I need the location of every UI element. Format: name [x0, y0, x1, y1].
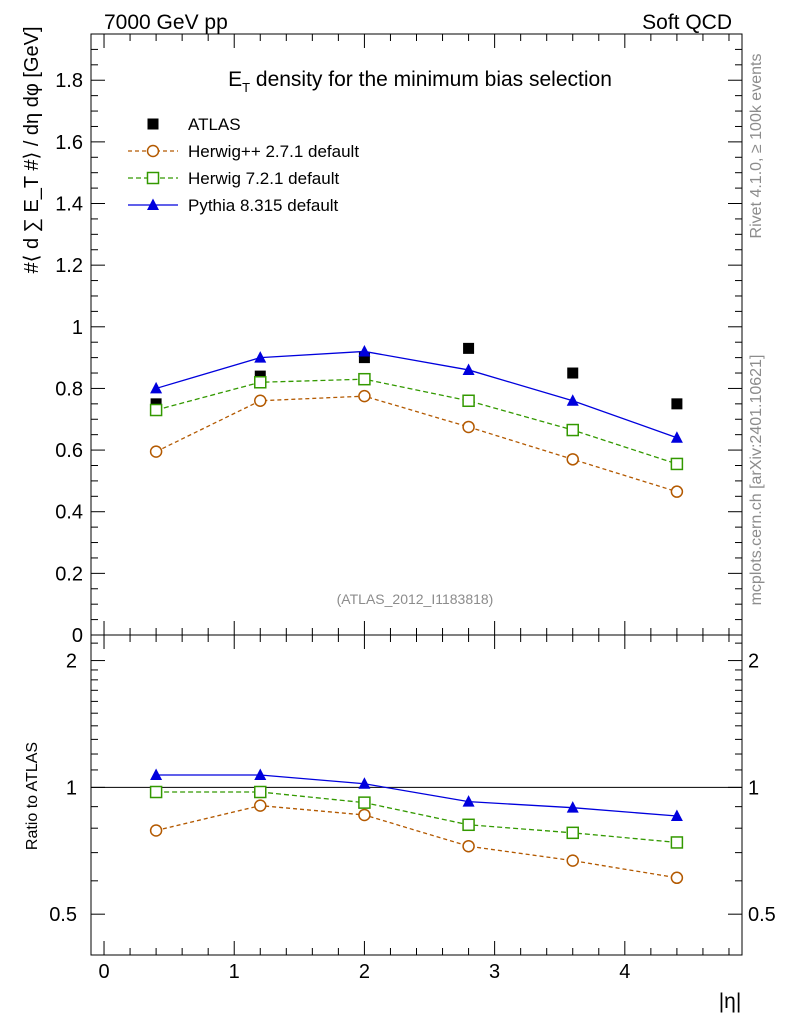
- point-herwig7: [670, 457, 684, 471]
- main-y-axis-label: #⟨ d ∑ E_T #⟩ / dη dφ [GeV]: [21, 26, 43, 273]
- point-herwig_pp: [670, 485, 684, 498]
- point-herwig7: [462, 394, 475, 408]
- point-herwig_pp: [462, 839, 475, 853]
- header-energy-label: 7000 GeV pp: [104, 11, 228, 34]
- point-pythia: [670, 809, 683, 822]
- legend: ATLAS Herwig++ 2.7.1 default Herwig 7.2.1 …: [128, 115, 359, 215]
- legend-marker-atlas: [147, 118, 159, 130]
- main-y-tick-label: 0: [72, 625, 83, 647]
- main-y-tick-label: 1.2: [55, 255, 83, 277]
- point-herwig7: [670, 836, 684, 849]
- main-y-tick-label: 0.4: [55, 502, 83, 524]
- point-pythia: [150, 768, 163, 780]
- point-pythia: [566, 801, 579, 813]
- ratio-panel-frame: [90, 634, 743, 956]
- main-y-tick-label: 1.4: [55, 194, 83, 216]
- point-herwig7: [358, 796, 371, 809]
- series-line-herwig_pp: [155, 804, 678, 879]
- ratio-axis-ticks: 0.5 0.5 1 1 2 2: [49, 642, 776, 926]
- analysis-watermark: (ATLAS_2012_I1183818): [337, 591, 494, 607]
- legend-marker-herwig7: [146, 171, 160, 185]
- main-y-tick-label: 1.6: [55, 132, 83, 154]
- header-category-label: Soft QCD: [642, 11, 732, 34]
- point-herwig7: [566, 826, 579, 840]
- point-herwig7: [149, 403, 163, 417]
- point-herwig_pp: [358, 808, 371, 822]
- series-line-pythia: [156, 774, 677, 817]
- point-pythia: [670, 431, 683, 443]
- main-y-tick-label: 0.2: [55, 563, 83, 585]
- point-pythia: [254, 768, 267, 780]
- ratio-y-tick-label-left: 0.5: [49, 904, 77, 926]
- main-y-tick-label: 0.8: [55, 378, 83, 400]
- point-atlas: [671, 398, 683, 410]
- x-tick-label: 0: [98, 961, 109, 983]
- point-pythia: [358, 777, 371, 789]
- ratio-y-axis-label: Ratio to ATLAS: [24, 742, 41, 850]
- x-tick-label: 4: [619, 961, 630, 983]
- x-axis-label: |η|: [719, 990, 742, 1013]
- main-y-tick-label: 0.6: [55, 440, 83, 462]
- point-herwig_pp: [254, 799, 267, 812]
- point-pythia: [254, 351, 267, 363]
- main-y-tick-label: 1: [72, 317, 83, 339]
- point-pythia: [566, 394, 579, 406]
- point-pythia: [358, 344, 371, 357]
- legend-label-herwig7: Herwig 7.2.1 default: [188, 169, 339, 188]
- point-pythia: [150, 381, 163, 394]
- main-series-group: [149, 342, 684, 498]
- point-herwig_pp: [149, 445, 163, 458]
- series-line-herwig7: [155, 378, 678, 465]
- point-herwig_pp: [462, 420, 475, 434]
- point-herwig7: [254, 785, 267, 799]
- point-atlas: [567, 367, 579, 379]
- main-axis-ticks: 0 0.2 0.4 0.6 0.8 1 1.2 1.4 1.6 1.8: [55, 48, 742, 647]
- main-y-tick-label: 1.8: [55, 70, 83, 92]
- point-pythia: [462, 363, 475, 375]
- point-herwig_pp: [566, 854, 579, 867]
- point-herwig_pp: [670, 871, 684, 885]
- point-herwig7: [254, 376, 267, 389]
- point-herwig7: [566, 423, 579, 437]
- point-herwig_pp: [254, 394, 267, 408]
- rivet-version-label: Rivet 4.1.0, ≥ 100k events: [748, 54, 765, 239]
- series-line-herwig_pp: [155, 395, 678, 493]
- point-herwig_pp: [149, 824, 163, 837]
- point-herwig7: [149, 785, 163, 799]
- point-herwig7: [358, 372, 371, 386]
- point-pythia: [462, 795, 475, 807]
- x-tick-label: 3: [489, 961, 500, 983]
- ratio-y-tick-label-right: 0.5: [748, 904, 776, 926]
- mcplots-source-label: mcplots.cern.ch [arXiv:2401.10621]: [748, 355, 765, 606]
- legend-label-herwig_pp: Herwig++ 2.7.1 default: [188, 142, 359, 161]
- ratio-y-tick-label-left: 1: [66, 777, 77, 799]
- legend-marker-pythia: [147, 198, 159, 210]
- main-chart-title: ET density for the minimum bias selectio…: [228, 68, 612, 95]
- series-line-herwig7: [156, 791, 677, 844]
- legend-label-atlas: ATLAS: [188, 115, 241, 134]
- legend-label-pythia: Pythia 8.315 default: [188, 196, 339, 215]
- point-atlas: [358, 352, 370, 364]
- ratio-y-tick-label-right: 1: [748, 777, 759, 799]
- point-atlas: [463, 342, 475, 354]
- ratio-y-tick-label-right: 2: [748, 651, 759, 673]
- point-herwig_pp: [358, 389, 371, 403]
- ratio-y-tick-label-left: 2: [66, 651, 77, 673]
- series-line-pythia: [155, 350, 678, 439]
- main-y-axis-label-text: #⟨ d ∑ E_T #⟩ / dη dφ [GeV]: [21, 26, 43, 273]
- x-tick-label: 1: [229, 961, 240, 983]
- ratio-series-group: [149, 768, 684, 885]
- legend-marker-herwig_pp: [146, 144, 160, 158]
- x-axis-ticks: 0 1 2 3 4: [98, 34, 730, 983]
- x-tick-label: 2: [359, 961, 370, 983]
- point-herwig7: [462, 818, 475, 832]
- point-herwig_pp: [566, 453, 579, 466]
